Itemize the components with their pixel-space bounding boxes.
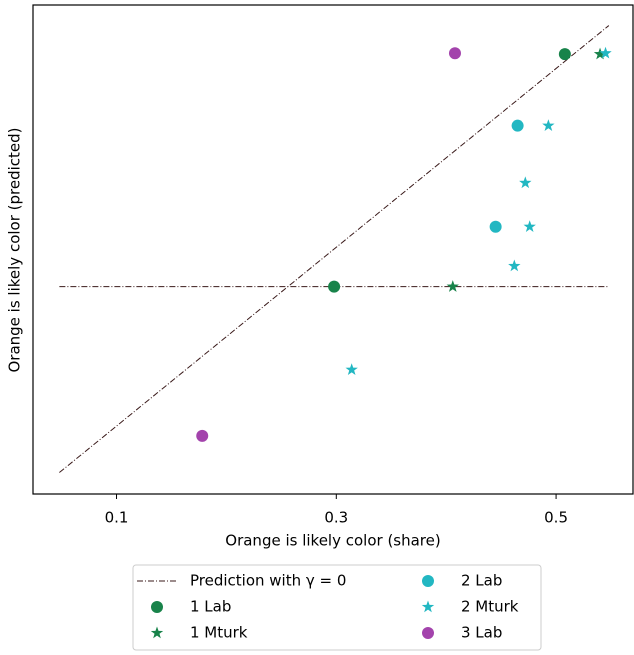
legend-swatch <box>422 627 434 639</box>
point <box>511 119 524 132</box>
legend-label: 2 Mturk <box>461 598 519 616</box>
point <box>519 176 532 189</box>
point <box>345 363 358 375</box>
legend-swatch <box>151 601 163 613</box>
point <box>542 119 555 131</box>
legend-swatch <box>422 575 434 587</box>
legend-label: Prediction with γ = 0 <box>190 572 346 590</box>
legend-swatch <box>421 600 435 613</box>
point <box>593 47 607 60</box>
legend-box <box>132 564 542 651</box>
x-axis-label: Orange is likely color (share) <box>225 532 440 550</box>
point <box>196 429 209 442</box>
x-tick-label: 0.3 <box>324 509 348 527</box>
point <box>446 280 459 292</box>
legend-swatch <box>150 626 164 639</box>
plot-frame <box>32 4 634 495</box>
point <box>508 259 521 272</box>
y-axis-label: Orange is likely color (predicted) <box>6 127 24 372</box>
legend-label: 2 Lab <box>461 572 502 590</box>
legend-label: 1 Mturk <box>190 624 248 642</box>
x-tick-label: 0.1 <box>105 509 129 527</box>
point <box>448 47 461 60</box>
x-tick-label: 0.5 <box>544 509 568 527</box>
point <box>328 280 341 293</box>
legend-label: 1 Lab <box>190 598 231 616</box>
point <box>489 220 502 233</box>
point <box>523 220 536 232</box>
legend-label: 3 Lab <box>461 624 502 642</box>
reference-line <box>59 25 610 473</box>
point <box>599 46 612 59</box>
point <box>558 48 571 61</box>
